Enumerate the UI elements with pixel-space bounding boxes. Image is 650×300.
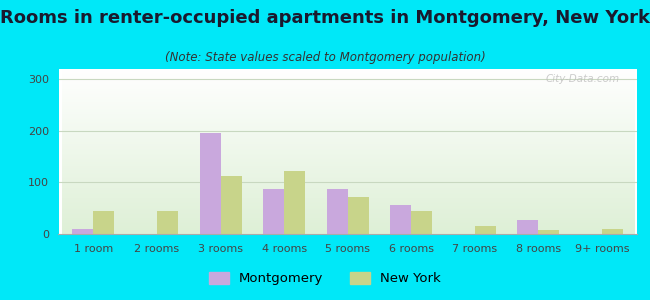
- Bar: [538, 230, 560, 234]
- Bar: [73, 229, 94, 234]
- Bar: [602, 229, 623, 234]
- Bar: [263, 189, 284, 234]
- Bar: [284, 171, 305, 234]
- Text: Rooms in renter-occupied apartments in Montgomery, New York: Rooms in renter-occupied apartments in M…: [0, 9, 650, 27]
- Bar: [348, 197, 369, 234]
- Legend: Montgomery, New York: Montgomery, New York: [203, 266, 447, 290]
- Bar: [157, 211, 178, 234]
- Text: (Note: State values scaled to Montgomery population): (Note: State values scaled to Montgomery…: [164, 51, 486, 64]
- Bar: [517, 220, 538, 234]
- Bar: [94, 211, 114, 234]
- Bar: [411, 211, 432, 234]
- Bar: [475, 226, 496, 234]
- Bar: [327, 189, 348, 234]
- Text: City-Data.com: City-Data.com: [545, 74, 619, 84]
- Bar: [200, 133, 220, 234]
- Bar: [220, 176, 242, 234]
- Bar: [391, 205, 411, 234]
